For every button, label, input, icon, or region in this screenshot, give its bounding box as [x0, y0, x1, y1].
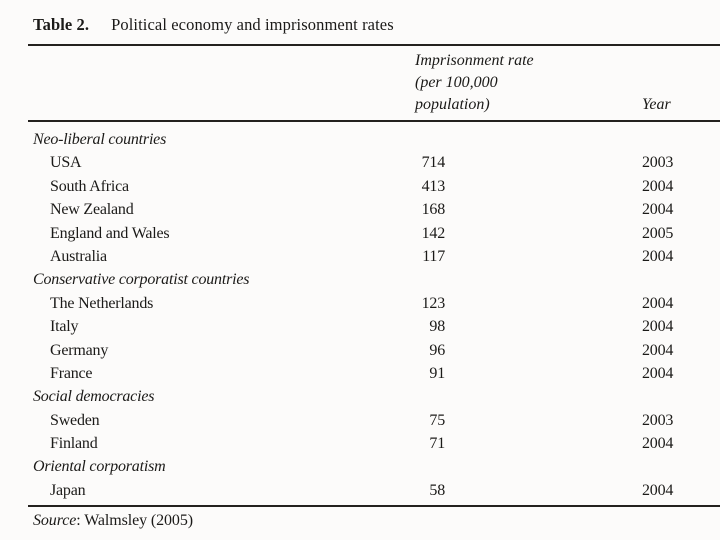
table-row: Germany 96 2004 — [33, 339, 720, 362]
table-title-text: Political economy and imprisonment rates — [111, 15, 394, 34]
header-label-spacer — [33, 50, 415, 116]
row-rate: 117 — [422, 247, 445, 265]
table-body: Neo-liberal countries USA 714 2003 South… — [33, 128, 720, 502]
row-year: 2003 — [642, 154, 674, 172]
row-year — [642, 268, 720, 291]
row-rate — [415, 385, 445, 408]
table-row: Sweden 75 2003 — [33, 409, 720, 432]
row-year: 2005 — [642, 224, 674, 242]
row-label: South Africa — [50, 177, 129, 195]
table-row: USA 714 2003 — [33, 151, 720, 174]
table-row: Australia 117 2004 — [33, 245, 720, 268]
table-header-row: Imprisonment rate (per 100,000 populatio… — [33, 50, 720, 116]
row-rate — [415, 128, 445, 151]
header-rate-column: Imprisonment rate (per 100,000 populatio… — [415, 50, 642, 116]
row-year — [642, 385, 720, 408]
row-rate: 96 — [429, 341, 445, 359]
row-year — [642, 128, 720, 151]
row-rate: 168 — [421, 201, 446, 219]
header-rate-line1: Imprisonment rate — [415, 52, 534, 69]
row-year: 2004 — [642, 318, 674, 336]
row-label: New Zealand — [50, 201, 134, 219]
row-label: Japan — [50, 481, 86, 499]
section-label: Social democracies — [33, 388, 155, 406]
row-rate: 91 — [429, 364, 445, 382]
row-rate: 98 — [429, 318, 445, 336]
row-year: 2004 — [642, 177, 674, 195]
table-row: The Netherlands 123 2004 — [33, 292, 720, 315]
table-row: New Zealand 168 2004 — [33, 198, 720, 221]
table-row: Italy 98 2004 — [33, 315, 720, 338]
row-label: The Netherlands — [50, 294, 154, 312]
row-year: 2004 — [642, 247, 674, 265]
table-number: Table 2. — [33, 15, 90, 34]
source-label: Source — [33, 512, 77, 529]
table-row: South Africa 413 2004 — [33, 175, 720, 198]
table-row-section: Oriental corporatism — [33, 455, 720, 478]
table-row-section: Conservative corporatist countries — [33, 268, 720, 291]
row-year: 2003 — [642, 411, 674, 429]
row-label: Germany — [50, 341, 109, 359]
row-year: 2004 — [642, 201, 674, 219]
row-year: 2004 — [642, 364, 674, 382]
header-rule — [28, 120, 720, 122]
source-note: Source: Walmsley (2005) — [33, 512, 193, 530]
row-year: 2004 — [642, 435, 674, 453]
top-rule — [28, 44, 720, 46]
header-year-column: Year — [642, 96, 671, 113]
table-row-section: Neo-liberal countries — [33, 128, 720, 151]
row-year — [642, 455, 720, 478]
row-label: Finland — [50, 435, 98, 453]
bottom-rule — [28, 505, 720, 507]
row-rate: 71 — [429, 435, 445, 453]
row-label: England and Wales — [50, 224, 170, 242]
table-title: Table 2. Political economy and imprisonme… — [33, 15, 394, 35]
row-year: 2004 — [642, 341, 674, 359]
row-label: Sweden — [50, 411, 100, 429]
table-row: France 91 2004 — [33, 362, 720, 385]
row-label: Italy — [50, 318, 79, 336]
row-year: 2004 — [642, 481, 674, 499]
table-row: Finland 71 2004 — [33, 432, 720, 455]
row-rate: 58 — [429, 481, 445, 499]
row-rate: 714 — [421, 154, 446, 172]
source-text: : Walmsley (2005) — [76, 512, 193, 529]
header-rate-line3: population) — [415, 96, 490, 113]
row-rate — [415, 455, 445, 478]
row-rate: 75 — [429, 411, 445, 429]
row-rate: 142 — [421, 224, 446, 242]
row-rate: 123 — [421, 294, 446, 312]
section-label: Conservative corporatist countries — [33, 271, 250, 289]
row-rate: 413 — [421, 177, 446, 195]
section-label: Oriental corporatism — [33, 458, 166, 476]
row-rate — [415, 268, 445, 291]
table-row-section: Social democracies — [33, 385, 720, 408]
row-label: France — [50, 364, 93, 382]
row-year: 2004 — [642, 294, 674, 312]
header-rate-line2: (per 100,000 — [415, 74, 498, 91]
section-label: Neo-liberal countries — [33, 131, 167, 148]
row-label: Australia — [50, 247, 107, 265]
row-label: USA — [50, 154, 82, 172]
table-row: Japan 58 2004 — [33, 479, 720, 502]
table-row: England and Wales 142 2005 — [33, 222, 720, 245]
